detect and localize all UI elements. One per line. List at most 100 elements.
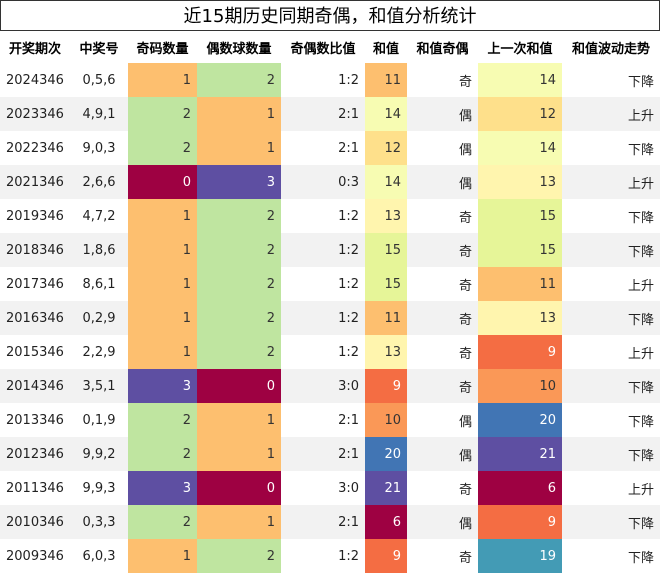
heat-cell: 1 xyxy=(128,301,197,335)
table-cell: 2014346 xyxy=(0,369,70,403)
table-cell: 4,9,1 xyxy=(70,97,128,131)
heat-cell: 21 xyxy=(365,471,407,505)
heat-cell: 1 xyxy=(128,63,197,97)
table-cell: 6,0,3 xyxy=(82,548,116,564)
table-cell: 下降 xyxy=(627,142,654,158)
table-cell: 2012346 xyxy=(0,437,70,471)
table-cell: 下降 xyxy=(627,74,654,90)
table-row: 2021346 2,6,6 0 3 0:3 14 偶 13 上升 xyxy=(0,165,660,199)
column-header: 开奖期次 xyxy=(8,41,61,57)
heat-cell: 21 xyxy=(478,437,562,471)
table-row: 2013346 0,1,9 2 1 2:1 10 偶 20 下降 xyxy=(0,403,660,437)
table-cell: 2018346 xyxy=(0,233,70,267)
table-row: 2017346 8,6,1 1 2 1:2 15 奇 11 上升 xyxy=(0,267,660,301)
heat-cell: 2 xyxy=(197,199,281,233)
table-cell: 1,8,6 xyxy=(70,233,128,267)
heat-cell: 2 xyxy=(128,437,197,471)
heat-cell: 1 xyxy=(197,437,281,471)
heat-cell: 1 xyxy=(197,505,281,539)
table-cell: 奇 xyxy=(407,369,478,403)
heat-cell: 2 xyxy=(197,335,281,369)
table-row: 2019346 4,7,2 1 2 1:2 13 奇 15 下降 xyxy=(0,199,660,233)
table-cell: 2019346 xyxy=(6,208,64,224)
heat-cell: 0 xyxy=(128,165,197,199)
table-row: 2009346 6,0,3 1 2 1:2 9 奇 19 下降 xyxy=(0,539,660,573)
column-header: 奇码数量 xyxy=(136,41,189,57)
table-cell: 下降 xyxy=(562,233,660,267)
heat-cell: 15 xyxy=(365,233,407,267)
column-header: 和值波动走势 xyxy=(571,41,650,57)
table-cell: 奇 xyxy=(458,550,472,566)
table-cell: 2:1 xyxy=(338,140,359,156)
heat-cell: 11 xyxy=(478,267,562,301)
table-cell: 奇 xyxy=(407,233,478,267)
heat-cell: 13 xyxy=(365,199,407,233)
table-row: 2018346 1,8,6 1 2 1:2 15 奇 15 下降 xyxy=(0,233,660,267)
table-cell: 0,3,3 xyxy=(70,505,128,539)
table-cell: 2022346 xyxy=(6,140,64,156)
table-cell: 偶 xyxy=(458,414,472,430)
table-cell: 2:1 xyxy=(281,505,365,539)
heat-cell: 13 xyxy=(478,301,562,335)
table-cell: 上升 xyxy=(627,346,654,362)
heat-cell: 14 xyxy=(365,165,407,199)
heat-cell: 11 xyxy=(365,63,407,97)
heat-cell: 20 xyxy=(365,437,407,471)
table-cell: 偶 xyxy=(407,165,478,199)
heat-cell: 2 xyxy=(197,233,281,267)
table-cell: 1:2 xyxy=(338,276,359,292)
table-body: 2024346 0,5,6 1 2 1:2 11 奇 14 下降 2023346 4,9,1 2 1 2:… xyxy=(0,63,660,573)
heat-cell: 9 xyxy=(478,335,562,369)
heat-cell: 2 xyxy=(128,403,197,437)
column-header: 中奖号 xyxy=(79,41,119,57)
heat-cell: 10 xyxy=(478,369,562,403)
heat-cell: 2 xyxy=(197,267,281,301)
table-cell: 2:1 xyxy=(281,437,365,471)
table-cell: 2:1 xyxy=(338,412,359,428)
heat-cell: 1 xyxy=(128,199,197,233)
heat-cell: 14 xyxy=(365,97,407,131)
heat-cell: 1 xyxy=(197,97,281,131)
stats-table: 开奖期次 中奖号 奇码数量 偶数球数量 奇偶数比值 和值 和值奇偶 上一次和值 和值波动走势 2… xyxy=(0,31,660,573)
table-cell: 2016346 xyxy=(0,301,70,335)
table-cell: 下降 xyxy=(627,550,654,566)
table-cell: 上升 xyxy=(562,165,660,199)
heat-cell: 1 xyxy=(128,539,197,573)
heat-cell: 14 xyxy=(478,63,562,97)
table-row: 2014346 3,5,1 3 0 3:0 9 奇 10 下降 xyxy=(0,369,660,403)
table-cell: 0,2,9 xyxy=(70,301,128,335)
table-row: 2022346 9,0,3 2 1 2:1 12 偶 14 下降 xyxy=(0,131,660,165)
heat-cell: 14 xyxy=(478,131,562,165)
table-row: 2023346 4,9,1 2 1 2:1 14 偶 12 上升 xyxy=(0,97,660,131)
table-cell: 2017346 xyxy=(6,276,64,292)
table-cell: 2,6,6 xyxy=(70,165,128,199)
table-cell: 1:2 xyxy=(338,72,359,88)
table-cell: 3,5,1 xyxy=(70,369,128,403)
heat-cell: 2 xyxy=(128,505,197,539)
table-cell: 下降 xyxy=(627,210,654,226)
table-cell: 9,9,3 xyxy=(82,480,116,496)
heat-cell: 2 xyxy=(197,63,281,97)
table-row: 2015346 2,2,9 1 2 1:2 13 奇 9 上升 xyxy=(0,335,660,369)
column-header: 和值 xyxy=(372,41,399,57)
heat-cell: 20 xyxy=(478,403,562,437)
table-row: 2011346 9,9,3 3 0 3:0 21 奇 6 上升 xyxy=(0,471,660,505)
table-cell: 3:0 xyxy=(281,369,365,403)
table-cell: 上升 xyxy=(627,278,654,294)
table-cell: 下降 xyxy=(627,414,654,430)
table-row: 2024346 0,5,6 1 2 1:2 11 奇 14 下降 xyxy=(0,63,660,97)
table-cell: 2021346 xyxy=(0,165,70,199)
table-cell: 1:2 xyxy=(281,301,365,335)
heat-cell: 3 xyxy=(197,165,281,199)
column-header: 奇偶数比值 xyxy=(290,41,356,57)
table-cell: 2013346 xyxy=(6,412,64,428)
table-cell: 0,5,6 xyxy=(82,72,116,88)
table-cell: 2015346 xyxy=(6,344,64,360)
heat-cell: 1 xyxy=(128,335,197,369)
table-cell: 2023346 xyxy=(0,97,70,131)
heat-cell: 15 xyxy=(365,267,407,301)
heat-cell: 9 xyxy=(478,505,562,539)
heat-cell: 11 xyxy=(365,301,407,335)
table-cell: 3:0 xyxy=(338,480,359,496)
heat-cell: 13 xyxy=(365,335,407,369)
